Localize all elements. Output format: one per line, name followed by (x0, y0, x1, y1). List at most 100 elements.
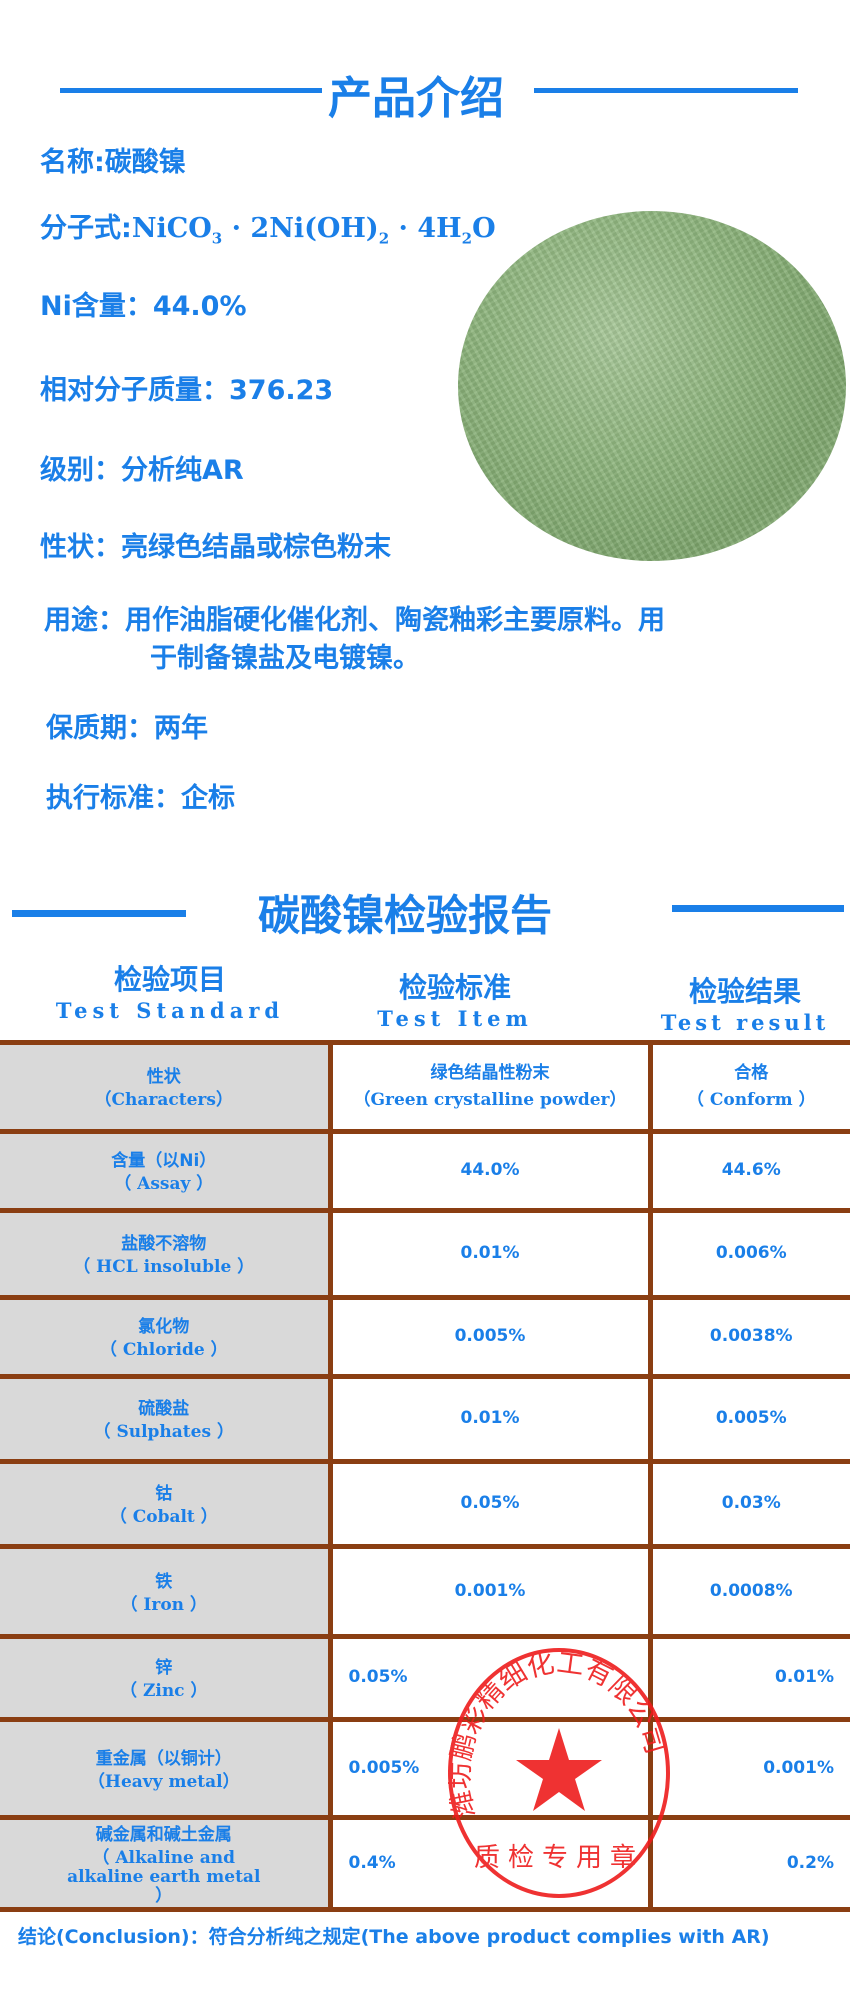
standard-cell: 绿色结晶性粉末 （Green crystalline powder） (327, 1040, 653, 1134)
molecular-weight: 相对分子质量：376.23 (40, 375, 334, 406)
item-en: （Characters） (94, 1090, 233, 1111)
standard-value: 0.05% (348, 1667, 408, 1688)
header-en: Test Item (377, 1006, 533, 1031)
item-cell: 含量（以Ni）（ Assay ） (0, 1129, 333, 1213)
standard-cell: 44.0% (327, 1129, 653, 1213)
formula-label: 分子式: (40, 213, 132, 244)
result-value: 合格 (734, 1062, 769, 1083)
formula-sub: 3 (211, 229, 223, 248)
result-cell: 0.0008% (647, 1544, 850, 1639)
table-row: 碱金属和碱土金属 （ Alkaline and alkaline earth me… (0, 1814, 850, 1913)
inspection-table: 性状 （Characters） 绿色结晶性粉末 （Green crystalline … (0, 1040, 850, 1913)
shelf-life: 保质期：两年 (46, 713, 208, 744)
standard-value: 0.005% (454, 1326, 526, 1347)
title-line-right (534, 88, 798, 93)
col-header-result: 检验结果 Test result (640, 970, 850, 1035)
table-row: 重金属（以铜计） （Heavy metal） 0.005% 0.001% (0, 1717, 850, 1820)
table-row: 氯化物（ Chloride ） 0.005% 0.0038% (0, 1295, 850, 1379)
standard-cell: 0.001% (327, 1544, 653, 1639)
result-cell: 0.01% (647, 1634, 850, 1722)
result-cell: 0.001% (647, 1717, 850, 1820)
standard-value: 绿色结晶性粉末 (430, 1062, 550, 1083)
standard-cell: 0.4% (327, 1814, 653, 1913)
formula-part: O (472, 213, 496, 244)
grade: 级别：分析纯AR (40, 455, 244, 486)
formula-sub: 2 (461, 229, 473, 248)
col-header-item: 检验项目 Test Standard (30, 958, 310, 1023)
standard-value: 0.4% (348, 1853, 396, 1874)
result-value: 0.03% (721, 1493, 781, 1514)
result-value: 0.006% (715, 1243, 787, 1264)
standard-cell: 0.005% (327, 1717, 653, 1820)
item-en: （ Iron ） (120, 1594, 207, 1615)
header-cn: 检验结果 (688, 975, 801, 1008)
standard-value-en: （Green crystalline powder） (353, 1090, 627, 1110)
report-line-right (672, 905, 844, 912)
table-row: 钴（ Cobalt ） 0.05% 0.03% (0, 1459, 850, 1549)
molecular-formula: 分子式:NiCO3 · 2Ni(OH)2 · 4H2O (40, 206, 496, 247)
item-cell: 硫酸盐（ Sulphates ） (0, 1374, 333, 1464)
title-line-left (60, 88, 322, 93)
conclusion: 结论(Conclusion)：符合分析纯之规定(The above produc… (18, 1926, 770, 1948)
header-cn: 检验项目 (113, 963, 226, 996)
product-photo (458, 211, 846, 561)
result-value: 0.005% (715, 1408, 787, 1429)
result-value: 0.0008% (709, 1580, 793, 1601)
report-title: 碳酸镍检验报告 (258, 891, 553, 940)
result-value: 0.001% (763, 1757, 834, 1778)
standard-value: 0.01% (460, 1243, 520, 1264)
standard-value: 44.0% (460, 1160, 520, 1181)
item-en: （ Zinc ） (120, 1681, 208, 1702)
item-cell: 碱金属和碱土金属 （ Alkaline and alkaline earth me… (0, 1814, 333, 1913)
item-en: （ Sulphates ） (93, 1422, 234, 1443)
item-cell: 氯化物（ Chloride ） (0, 1295, 333, 1379)
table-row: 硫酸盐（ Sulphates ） 0.01% 0.005% (0, 1374, 850, 1464)
formula-part: · 2Ni(OH) (222, 213, 379, 244)
header-en: Test result (660, 1010, 830, 1035)
product-name: 名称:碳酸镍 (40, 147, 186, 178)
appearance: 性状：亮绿色结晶或棕色粉末 (40, 532, 391, 563)
usage-line2: 于制备镍盐及电镀镍。 (150, 643, 420, 674)
result-cell: 44.6% (647, 1129, 850, 1213)
item-cn: 硫酸盐 (138, 1399, 190, 1420)
result-cell: 0.0038% (647, 1295, 850, 1379)
standard-cell: 0.01% (327, 1208, 653, 1300)
usage-line1: 用途：用作油脂硬化催化剂、陶瓷釉彩主要原料。用 (44, 605, 665, 636)
item-en: （Heavy metal） (87, 1771, 240, 1792)
table-row: 含量（以Ni）（ Assay ） 44.0% 44.6% (0, 1129, 850, 1213)
table-row: 锌（ Zinc ） 0.05% 0.01% (0, 1634, 850, 1722)
item-en: （ Alkaline and alkaline earth metal ） (67, 1848, 261, 1906)
item-cell: 重金属（以铜计） （Heavy metal） (0, 1717, 333, 1820)
intro-title: 产品介绍 (328, 73, 504, 124)
formula-sub: 2 (378, 229, 390, 248)
standard-value: 0.01% (460, 1408, 520, 1429)
item-cn: 锌 (155, 1658, 173, 1679)
item-cell: 盐酸不溶物（ HCL insoluble ） (0, 1208, 333, 1300)
table-row: 盐酸不溶物（ HCL insoluble ） 0.01% 0.006% (0, 1208, 850, 1300)
item-cell: 钴（ Cobalt ） (0, 1459, 333, 1549)
report-line-left (12, 910, 186, 917)
item-en: （ Cobalt ） (109, 1507, 218, 1528)
result-value: 0.01% (775, 1667, 834, 1688)
standard-cell: 0.01% (327, 1374, 653, 1464)
executive-standard: 执行标准：企标 (46, 783, 235, 814)
standard-value: 0.05% (460, 1493, 520, 1514)
item-cn: 含量（以Ni） (111, 1151, 217, 1172)
item-cn: 氯化物 (138, 1317, 190, 1338)
item-cell: 性状 （Characters） (0, 1040, 333, 1134)
item-en: （ Assay ） (114, 1174, 214, 1195)
item-en: （ Chloride ） (99, 1340, 228, 1361)
item-cn: 钴 (155, 1484, 173, 1505)
header-cn: 检验标准 (398, 971, 511, 1004)
standard-cell: 0.05% (327, 1634, 653, 1722)
standard-value: 0.005% (348, 1757, 420, 1778)
table-row: 性状 （Characters） 绿色结晶性粉末 （Green crystalline … (0, 1040, 850, 1134)
result-cell: 0.005% (647, 1374, 850, 1464)
standard-cell: 0.05% (327, 1459, 653, 1549)
ni-content: Ni含量：44.0% (40, 291, 247, 322)
result-value: 0.2% (786, 1853, 834, 1874)
item-cell: 锌（ Zinc ） (0, 1634, 333, 1722)
result-value-en: （ Conform ） (686, 1090, 816, 1110)
table-row: 铁（ Iron ） 0.001% 0.0008% (0, 1544, 850, 1639)
item-cn: 铁 (155, 1571, 173, 1592)
